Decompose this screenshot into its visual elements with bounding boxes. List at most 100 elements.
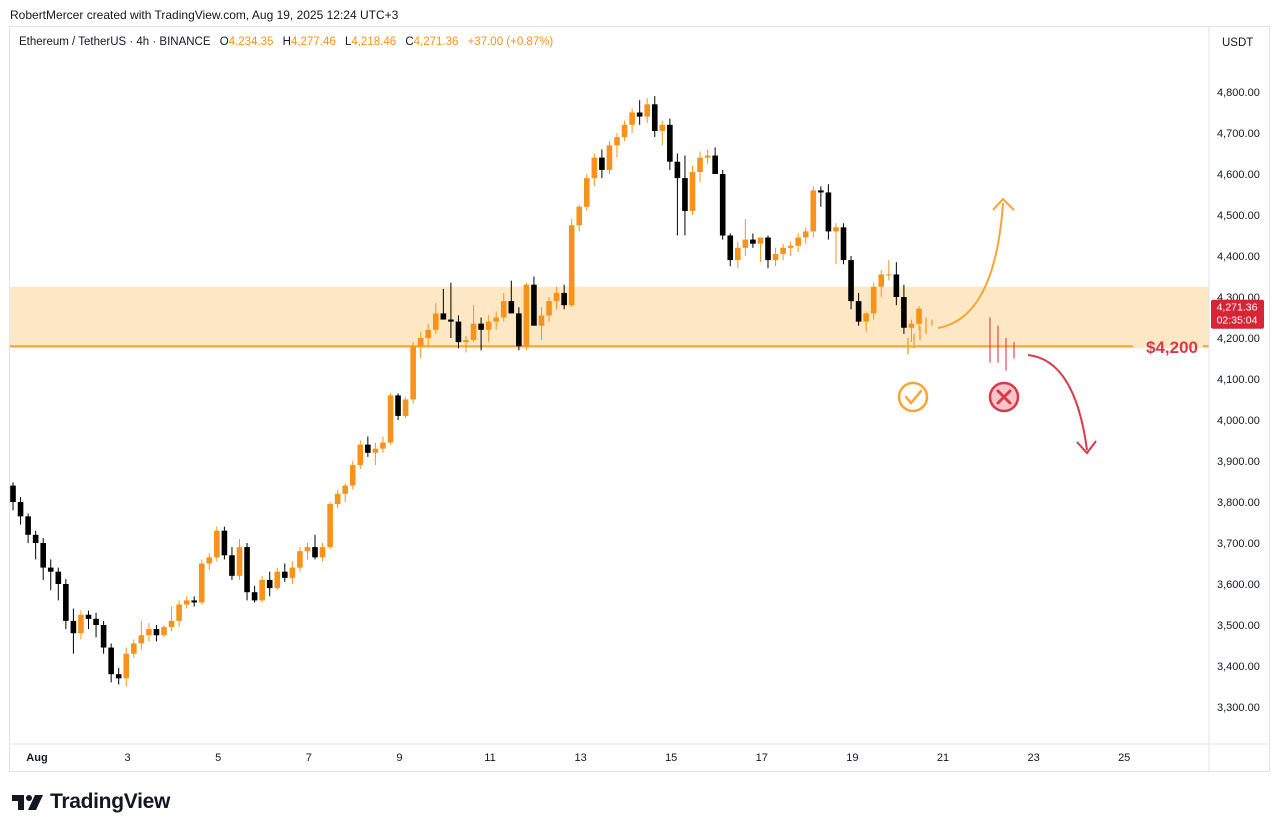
candle-body (735, 247, 741, 261)
candle-body (47, 567, 54, 572)
candle-body (372, 448, 379, 453)
y-tick-label: 4,800.00 (1217, 87, 1260, 99)
candle-body (712, 155, 718, 174)
candle-body (282, 571, 288, 578)
candle-body (463, 340, 469, 343)
candle-body (546, 301, 552, 316)
candle-body (206, 557, 213, 564)
open-value: 4,234.35 (228, 36, 274, 48)
candle-body (893, 274, 900, 297)
price-tag-bg (1211, 299, 1264, 329)
candle-body (448, 319, 454, 322)
candle-body (772, 253, 779, 261)
y-tick-label: 3,500.00 (1217, 620, 1260, 632)
candle-body (689, 171, 696, 211)
y-tick-label: 4,600.00 (1217, 169, 1260, 181)
x-tick-label: 19 (846, 752, 858, 764)
chart-caption: RobertMercer created with TradingView.co… (10, 8, 399, 22)
candle-body (629, 112, 635, 125)
candle-body (357, 444, 364, 466)
candle-body (131, 643, 137, 654)
y-tick-label: 3,600.00 (1217, 579, 1260, 591)
candle-body (531, 284, 537, 326)
candle-body (674, 161, 681, 179)
candle-body (153, 629, 160, 636)
candle-body (108, 647, 114, 675)
x-circle-icon (988, 381, 1020, 413)
candle-body (433, 313, 439, 330)
candle-body (417, 338, 424, 347)
x-tick-label: 7 (306, 752, 312, 764)
symbol-legend: Ethereum / TetherUS · 4h · BINANCE O4,23… (19, 36, 553, 48)
high-value: 4,277.46 (290, 36, 336, 48)
candle-body (697, 157, 703, 172)
candle-body (606, 145, 613, 170)
candle-body (123, 653, 130, 679)
candle-body (644, 104, 650, 117)
candle-body (908, 323, 915, 328)
change-value: +37.00 (+0.87%) (467, 36, 554, 48)
x-tick-label: 25 (1118, 752, 1130, 764)
candle-body (244, 547, 250, 593)
candle-body (568, 225, 575, 306)
x-tick-label: 15 (665, 752, 677, 764)
bearish-path (1027, 354, 1088, 451)
candle-body (470, 323, 477, 341)
candle-body (115, 674, 122, 679)
candle-body (825, 192, 832, 232)
check-mark (904, 389, 923, 405)
candle-body (802, 231, 809, 238)
low-value: 4,218.46 (351, 36, 397, 48)
candle-body (780, 247, 786, 254)
candle-body (176, 604, 182, 621)
candle-body (833, 227, 839, 232)
candle-body (349, 465, 356, 486)
candle-body (221, 530, 228, 556)
x-mark (996, 389, 1012, 405)
candle-body (455, 321, 462, 343)
candle-body (146, 629, 152, 636)
currency-unit[interactable]: USDT (1222, 37, 1254, 49)
check-circle-ring (897, 381, 929, 413)
candle-body (682, 178, 688, 211)
candle-body (614, 137, 620, 146)
candle-body (266, 579, 273, 589)
candle-body (795, 237, 801, 246)
candle-body (138, 635, 145, 644)
down-arrow-icon (1076, 440, 1097, 455)
candle-body (342, 485, 348, 494)
candle-countdown: 02:35:04 (1217, 315, 1258, 327)
close-label: C (405, 36, 414, 48)
y-tick-label: 3,400.00 (1217, 661, 1260, 673)
x-tick-label: 11 (484, 752, 495, 764)
candle-body (440, 313, 447, 320)
candle-body (704, 155, 711, 158)
candle-body (289, 567, 296, 578)
candle-body (55, 571, 62, 584)
candle-body (259, 579, 265, 601)
tradingview-logo: TradingView (12, 790, 170, 814)
candle-body (297, 551, 303, 568)
candle-body (365, 444, 371, 453)
candle-body (591, 157, 598, 179)
y-tick-label: 3,800.00 (1217, 497, 1260, 509)
y-tick-label: 4,100.00 (1217, 374, 1260, 386)
up-arrow-icon (992, 197, 1015, 211)
candle-body (198, 563, 205, 603)
candle-body (757, 237, 764, 244)
candle-body (787, 245, 794, 248)
candle-body (863, 313, 869, 322)
candle-body (719, 174, 726, 236)
candle-body (395, 395, 401, 416)
candle-body (523, 284, 530, 347)
y-tick-label: 3,900.00 (1217, 456, 1260, 468)
candle-body (750, 239, 756, 244)
x-tick-label: 3 (125, 752, 131, 764)
candle-body (916, 308, 922, 324)
candle-body (621, 124, 628, 138)
candle-body (17, 502, 24, 517)
x-tick-label: 23 (1027, 752, 1039, 764)
y-tick-label: 4,200.00 (1217, 333, 1260, 345)
symbol-name[interactable]: Ethereum / TetherUS · 4h · BINANCE (19, 36, 211, 48)
